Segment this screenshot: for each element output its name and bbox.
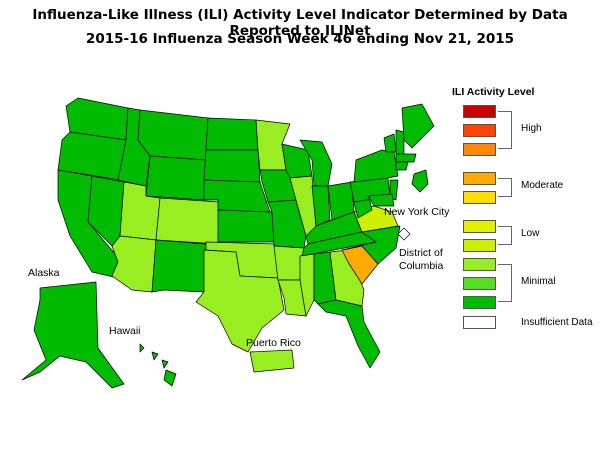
legend-swatch-level-8 xyxy=(463,143,496,156)
label-puerto-rico: Puerto Rico xyxy=(246,337,301,349)
state-maine xyxy=(401,103,435,149)
ili-legend: ILI Activity Level High Moderate Low Min… xyxy=(440,82,600,342)
state-montana xyxy=(137,109,209,161)
state-mississippi xyxy=(299,253,315,317)
state-arkansas xyxy=(273,245,305,281)
state-north-dakota xyxy=(205,117,259,151)
legend-swatch-level-3 xyxy=(463,258,496,271)
nyc-marker xyxy=(411,169,429,193)
label-hawaii: Hawaii xyxy=(109,325,141,337)
label-nyc: New York City xyxy=(384,206,450,218)
legend-swatch-level-5 xyxy=(463,220,496,233)
label-alaska: Alaska xyxy=(28,267,60,279)
legend-swatch-level-4 xyxy=(463,239,496,252)
state-indiana xyxy=(311,185,331,227)
state-alaska xyxy=(21,281,125,389)
legend-swatch-insufficient xyxy=(463,316,496,329)
state-louisiana xyxy=(277,279,307,317)
bracket-high xyxy=(498,111,512,149)
state-massachusetts xyxy=(395,153,417,163)
legend-label-moderate: Moderate xyxy=(521,180,564,191)
bracket-low xyxy=(498,226,512,245)
legend-label-minimal: Minimal xyxy=(521,276,556,287)
label-dc-line2: Columbia xyxy=(399,260,444,272)
map-title-line2: 2015-16 Influenza Season Week 46 ending … xyxy=(85,31,515,47)
state-texas xyxy=(195,249,285,353)
legend-swatch-level-9 xyxy=(463,124,496,137)
state-wyoming xyxy=(145,155,207,201)
dc-marker xyxy=(397,227,411,241)
legend-label-low: Low xyxy=(521,228,540,239)
state-kansas xyxy=(217,209,275,243)
state-arizona xyxy=(111,235,157,293)
state-vermont xyxy=(383,133,397,153)
state-north-carolina xyxy=(341,225,401,265)
state-colorado xyxy=(155,197,221,245)
label-dc-line1: District of xyxy=(399,247,443,259)
legend-swatch-level-6 xyxy=(463,191,496,204)
state-new-hampshire xyxy=(395,129,405,155)
state-oregon xyxy=(57,131,127,181)
state-florida xyxy=(317,299,381,369)
legend-swatch-level-1 xyxy=(463,296,496,309)
state-south-dakota xyxy=(203,149,261,183)
bracket-moderate xyxy=(498,178,512,197)
legend-swatch-level-10 xyxy=(463,105,496,118)
state-new-york xyxy=(353,149,399,183)
state-hawaii xyxy=(139,343,177,387)
map-title-line1: Influenza-Like Illness (ILI) Activity Le… xyxy=(32,7,568,39)
legend-title: ILI Activity Level xyxy=(452,86,535,98)
legend-label-insufficient: Insufficient Data xyxy=(521,317,593,328)
state-maryland xyxy=(367,193,395,207)
legend-swatch-level-7 xyxy=(463,172,496,185)
state-new-mexico xyxy=(151,239,207,293)
legend-swatch-level-2 xyxy=(463,277,496,290)
state-connecticut xyxy=(395,161,409,171)
puerto-rico xyxy=(249,349,295,373)
bracket-minimal xyxy=(498,264,512,302)
legend-label-high: High xyxy=(521,123,542,134)
